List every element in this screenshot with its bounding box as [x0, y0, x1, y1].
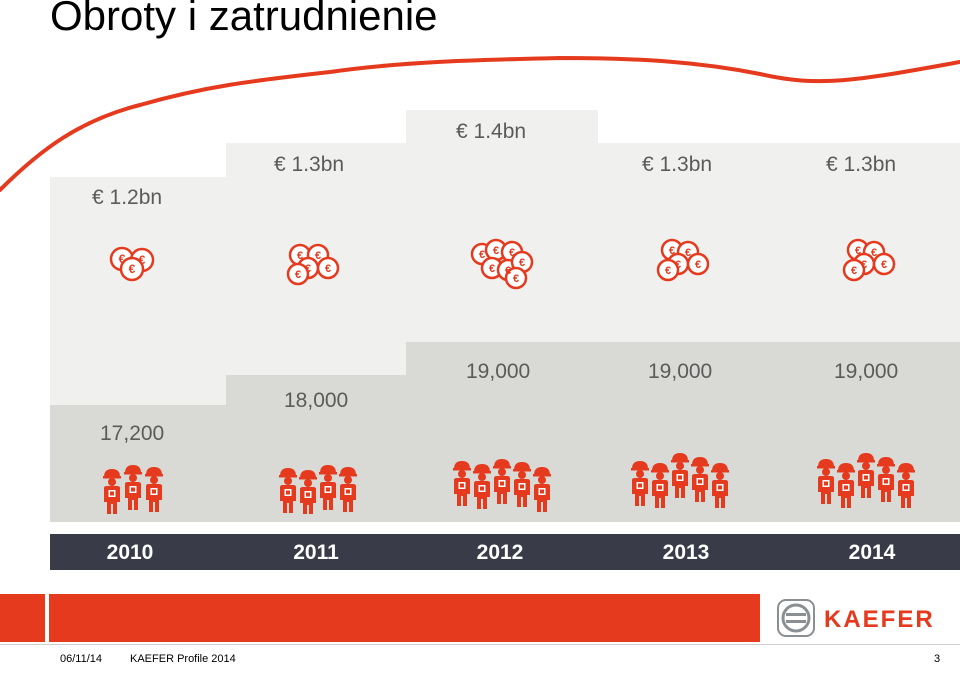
revenue-2014: € 1.3bn	[826, 153, 897, 176]
year-2014: 2014	[848, 541, 896, 564]
euro-coins-icon: € €€€ €	[286, 243, 340, 286]
svg-text:€: €	[315, 250, 321, 262]
svg-text:€: €	[675, 259, 681, 271]
svg-text:€: €	[505, 265, 511, 277]
employees-2011: 18,000	[284, 389, 349, 412]
svg-text:€: €	[119, 252, 126, 266]
workers-icon	[817, 453, 915, 508]
year-2013: 2013	[662, 541, 710, 564]
accent-strip-main	[49, 594, 760, 642]
year-bar: 2010 2011 2012 2013 2014	[50, 534, 960, 570]
decorative-curve	[0, 55, 960, 192]
workers-icon	[279, 465, 357, 514]
svg-text:€: €	[669, 245, 675, 257]
page-number: 3	[934, 653, 941, 665]
employees-2013: 19,000	[648, 360, 713, 383]
svg-text:€: €	[493, 245, 499, 257]
revenue-panel-2012	[406, 110, 598, 342]
kaefer-logo: KAEFER	[777, 599, 935, 637]
employees-2010: 17,200	[100, 422, 165, 445]
year-2010: 2010	[106, 541, 154, 564]
revenue-2013: € 1.3bn	[642, 153, 713, 176]
svg-text:€: €	[129, 262, 136, 276]
workers-icon	[103, 465, 163, 514]
workers-icon	[631, 453, 729, 508]
svg-text:€: €	[479, 249, 485, 261]
svg-text:€: €	[139, 253, 146, 267]
svg-text:€: €	[695, 259, 701, 271]
revenue-2012: € 1.4bn	[456, 120, 527, 143]
revenue-2011: € 1.3bn	[274, 153, 345, 176]
svg-text:€: €	[509, 247, 515, 259]
svg-text:€: €	[855, 245, 861, 257]
svg-text:€: €	[685, 247, 691, 259]
employees-2014: 19,000	[834, 360, 899, 383]
euro-coins-icon: € €€	[109, 246, 155, 282]
year-2011: 2011	[293, 541, 339, 564]
svg-text:€: €	[513, 273, 519, 285]
euro-coins-icon: € €€€ €	[842, 238, 896, 282]
svg-text:€: €	[665, 265, 671, 277]
svg-text:€: €	[297, 250, 303, 262]
revenue-panel-2010	[50, 177, 226, 405]
svg-text:€: €	[295, 269, 301, 281]
svg-text:€: €	[519, 257, 525, 269]
svg-text:€: €	[861, 259, 867, 271]
workers-icon	[453, 459, 551, 512]
revenue-panel-2013	[598, 143, 960, 342]
logo-text: KAEFER	[824, 606, 935, 633]
euro-coins-icon: € €€€ €	[656, 238, 710, 282]
svg-text:€: €	[305, 263, 311, 275]
employees-2012: 19,000	[466, 360, 531, 383]
accent-strip-left	[0, 594, 45, 642]
svg-text:€: €	[871, 247, 877, 259]
euro-coins-icon: € € €€ €€€	[470, 238, 534, 290]
slide-title: Obroty i zatrudnienie	[50, 0, 438, 39]
svg-text:€: €	[881, 259, 887, 271]
footer-divider	[0, 644, 960, 645]
footer-date: 06/11/14	[60, 653, 103, 665]
svg-text:€: €	[325, 263, 331, 275]
footer-title: KAEFER Profile 2014	[130, 653, 236, 665]
year-2012: 2012	[476, 541, 524, 564]
svg-text:€: €	[489, 263, 495, 275]
revenue-2010: € 1.2bn	[92, 186, 163, 209]
svg-text:€: €	[851, 265, 857, 277]
